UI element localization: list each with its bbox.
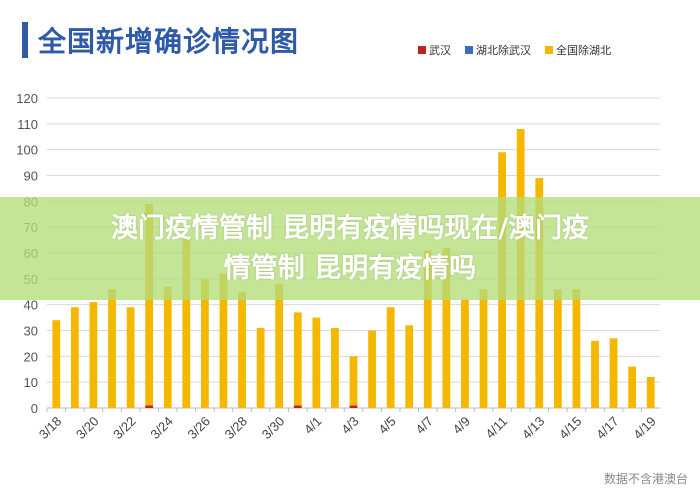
- bar-全国除湖北: [628, 366, 637, 408]
- x-tick-label: 4/11: [482, 414, 510, 442]
- bar-全国除湖北: [293, 312, 302, 406]
- bar-全国除湖北: [70, 307, 79, 408]
- chart-title: 全国新增确诊情况图: [38, 25, 300, 58]
- title-accent-bar: [22, 22, 28, 58]
- x-tick-label: 4/17: [593, 414, 622, 443]
- legend-swatch: [545, 46, 553, 54]
- x-tick-label: 3/26: [185, 414, 214, 443]
- legend-swatch: [418, 46, 426, 54]
- x-tick-label: 4/7: [413, 414, 436, 437]
- bar-全国除湖北: [238, 291, 246, 408]
- y-tick-label: 120: [16, 91, 38, 106]
- bar-全国除湖北: [368, 330, 376, 408]
- bar-全国除湖北: [52, 320, 61, 408]
- y-tick-label: 40: [24, 298, 38, 313]
- x-tick-label: 4/3: [338, 414, 361, 437]
- bar-全国除湖北: [386, 307, 395, 408]
- bar-全国除湖北: [312, 317, 321, 408]
- y-tick-label: 20: [24, 349, 38, 364]
- bar-全国除湖北: [479, 289, 488, 408]
- legend-item: 湖北除武汉: [465, 42, 531, 58]
- bar-全国除湖北: [423, 250, 432, 408]
- x-tick-label: 4/15: [556, 414, 585, 443]
- y-tick-label: 110: [17, 117, 38, 132]
- x-tick-label: 3/20: [73, 414, 102, 443]
- bar-全国除湖北: [89, 302, 98, 408]
- bar-全国除湖北: [609, 338, 618, 408]
- bar-武汉: [145, 405, 154, 408]
- bar-全国除湖北: [145, 203, 154, 406]
- bar-全国除湖北: [275, 284, 284, 408]
- bar-全国除湖北: [349, 356, 358, 406]
- x-tick-label: 3/24: [147, 414, 176, 443]
- data-note: 数据不含港澳台: [603, 472, 688, 486]
- x-tick-label: 3/18: [36, 414, 65, 443]
- x-tick-label: 3/28: [222, 414, 251, 443]
- headline-line-2: 情管制 昆明有疫情吗: [223, 253, 477, 284]
- bar-全国除湖北: [405, 325, 414, 408]
- bar-全国除湖北: [200, 278, 209, 408]
- legend-swatch: [465, 46, 473, 54]
- y-tick-label: 100: [16, 143, 38, 158]
- bar-全国除湖北: [108, 289, 116, 408]
- bar-全国除湖北: [442, 247, 451, 408]
- bar-全国除湖北: [219, 273, 228, 408]
- headline-line-1: 澳门疫情管制 昆明有疫情吗现在/澳门疫: [110, 213, 590, 244]
- bar-全国除湖北: [646, 377, 655, 408]
- legend: 武汉 湖北除武汉 全国除湖北: [418, 42, 611, 58]
- bar-全国除湖北: [591, 340, 599, 408]
- legend-label: 武汉: [429, 44, 451, 57]
- x-tick-label: 4/9: [450, 414, 473, 437]
- x-tick-label: 4/5: [375, 414, 398, 437]
- y-tick-label: 90: [24, 169, 38, 184]
- x-tick-label: 4/13: [519, 414, 548, 443]
- bar-全国除湖北: [126, 307, 135, 408]
- x-tick-label: 3/22: [110, 414, 139, 443]
- y-tick-label: 10: [24, 375, 38, 390]
- bar-全国除湖北: [163, 286, 172, 408]
- bar-全国除湖北: [572, 289, 581, 408]
- legend-label: 湖北除武汉: [476, 44, 531, 57]
- bar-全国除湖北: [461, 299, 469, 408]
- legend-label: 全国除湖北: [556, 44, 611, 57]
- bar-全国除湖北: [331, 327, 339, 408]
- bar-全国除湖北: [182, 237, 191, 408]
- legend-item: 武汉: [418, 42, 451, 58]
- bar-武汉: [293, 405, 302, 408]
- bar-全国除湖北: [256, 327, 265, 408]
- legend-item: 全国除湖北: [545, 42, 611, 58]
- y-tick-label: 30: [24, 324, 38, 339]
- y-tick-label: 0: [31, 401, 38, 416]
- x-tick-label: 4/1: [301, 414, 324, 437]
- headline-banner: 澳门疫情管制 昆明有疫情吗现在/澳门疫 情管制 昆明有疫情吗: [0, 197, 700, 300]
- bar-全国除湖北: [553, 289, 562, 408]
- bar-武汉: [349, 405, 358, 408]
- x-tick-label: 4/19: [630, 414, 659, 443]
- x-tick-label: 3/30: [259, 414, 288, 443]
